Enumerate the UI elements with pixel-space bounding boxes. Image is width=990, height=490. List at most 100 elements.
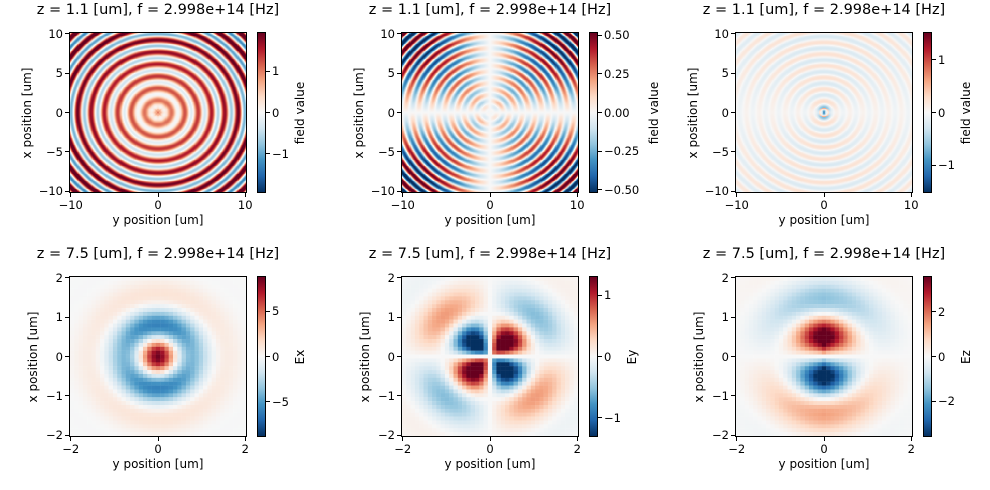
heatmap-cell <box>233 393 238 398</box>
heatmap-cell <box>160 284 165 289</box>
heatmap-cell <box>233 315 238 320</box>
heatmap-cell <box>530 381 536 386</box>
heatmap-cell <box>907 354 912 359</box>
heatmap-cell <box>449 296 454 301</box>
heatmap-cell <box>91 331 96 336</box>
heatmap-cell <box>483 300 489 305</box>
heatmap-cell <box>860 342 865 347</box>
heatmap-cell <box>839 277 844 282</box>
heatmap-cell <box>155 358 161 363</box>
heatmap-cell <box>766 342 771 347</box>
heatmap-cell <box>74 319 79 324</box>
heatmap-cell <box>95 323 101 328</box>
heatmap-cell <box>410 335 416 340</box>
heatmap-cell <box>560 393 566 398</box>
heatmap-cell <box>787 284 793 289</box>
heatmap-cell <box>800 323 805 328</box>
heatmap-cell <box>453 428 459 433</box>
heatmap-cell <box>203 381 208 386</box>
heatmap-cell <box>117 404 122 410</box>
heatmap-cell <box>453 311 459 316</box>
heatmap-cell <box>496 362 501 367</box>
y-tick <box>65 112 69 113</box>
heatmap-cell <box>190 397 195 402</box>
heatmap-cell <box>177 292 182 297</box>
heatmap-cell <box>215 346 221 351</box>
heatmap-cell <box>877 366 883 371</box>
heatmap-cell <box>778 323 784 328</box>
heatmap-cell <box>774 296 780 301</box>
heatmap-cell <box>181 370 187 375</box>
heatmap-cell <box>753 404 758 410</box>
heatmap-cell <box>466 428 471 433</box>
heatmap-cell <box>778 412 784 417</box>
heatmap-cell <box>744 377 750 382</box>
heatmap-cell <box>436 354 441 359</box>
heatmap-cell <box>834 404 840 410</box>
heatmap-cell <box>565 401 570 406</box>
heatmap-cell <box>851 373 857 379</box>
heatmap-cell <box>164 397 169 402</box>
heatmap-cell <box>220 350 225 355</box>
heatmap-cell <box>164 327 169 332</box>
heatmap-cell <box>556 331 562 336</box>
heatmap-cell <box>526 335 531 340</box>
heatmap-cell <box>419 389 424 394</box>
heatmap-cell <box>427 408 433 413</box>
heatmap-cell <box>215 358 221 363</box>
heatmap-cell <box>402 304 407 309</box>
heatmap-cell <box>147 401 152 406</box>
heatmap-cell <box>194 339 199 344</box>
heatmap-cell <box>778 393 784 398</box>
heatmap-cell <box>151 342 157 347</box>
heatmap-cell <box>496 381 501 386</box>
heatmap-cell <box>410 428 416 433</box>
heatmap-cell <box>565 346 570 351</box>
heatmap-cell <box>543 300 549 305</box>
heatmap-cell <box>95 350 101 355</box>
heatmap-cell <box>791 362 797 367</box>
heatmap-cell <box>100 296 105 301</box>
heatmap-cell <box>903 284 908 289</box>
heatmap-cell <box>160 373 165 379</box>
heatmap-cell <box>565 311 570 316</box>
heatmap-cell <box>207 300 212 305</box>
heatmap-cell <box>791 327 797 332</box>
heatmap-cell <box>843 408 848 413</box>
heatmap-cell <box>770 373 775 379</box>
heatmap-cell <box>573 424 578 429</box>
heatmap-cell <box>117 292 122 297</box>
heatmap-cell <box>453 284 459 289</box>
heatmap-cell <box>427 327 433 332</box>
heatmap-cell <box>860 385 865 390</box>
heatmap-cell <box>886 350 891 355</box>
heatmap-cell <box>466 308 471 313</box>
heatmap-cell <box>436 280 441 285</box>
heatmap-cell <box>112 354 118 359</box>
heatmap-cell <box>185 335 191 340</box>
heatmap-cell <box>753 277 758 282</box>
heatmap-cell <box>877 377 883 382</box>
heatmap-cell <box>766 288 771 293</box>
heatmap-cell <box>834 315 840 320</box>
heatmap-cell <box>100 412 105 417</box>
heatmap-cell <box>899 370 904 375</box>
heatmap-cell <box>228 323 234 328</box>
y-tick <box>397 112 401 113</box>
heatmap-cell <box>241 350 246 355</box>
heatmap-cell <box>215 300 221 305</box>
heatmap-cell <box>873 342 878 347</box>
heatmap-cell <box>783 354 788 359</box>
heatmap-cell <box>181 401 187 406</box>
heatmap-cell <box>423 300 428 305</box>
heatmap-cell <box>766 362 771 367</box>
heatmap-cell <box>190 416 195 421</box>
heatmap-cell <box>505 385 510 390</box>
heatmap-cell <box>821 288 827 293</box>
heatmap-cell <box>517 420 523 425</box>
heatmap-cell <box>125 404 131 410</box>
heatmap-cell <box>74 300 79 305</box>
heatmap-cell <box>130 308 135 313</box>
heatmap-cell <box>432 408 437 413</box>
heatmap-cell <box>155 296 161 301</box>
